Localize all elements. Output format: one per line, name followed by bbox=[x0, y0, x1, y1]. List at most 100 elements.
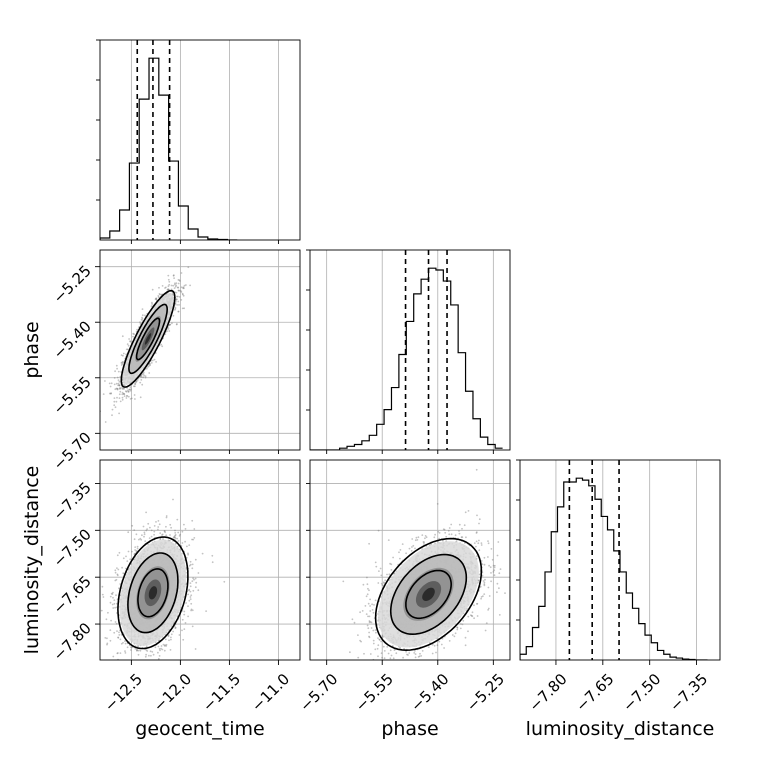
scatter-point bbox=[167, 278, 170, 281]
scatter-point bbox=[184, 528, 187, 530]
scatter-point bbox=[211, 554, 214, 557]
scatter-point bbox=[129, 386, 132, 389]
scatter-point bbox=[151, 288, 154, 291]
scatter-point bbox=[122, 557, 125, 560]
histogram-bar bbox=[377, 424, 384, 450]
histogram-bar bbox=[651, 643, 657, 660]
histogram-bar bbox=[576, 478, 582, 660]
scatter-point bbox=[126, 348, 129, 351]
scatter-point bbox=[121, 393, 124, 396]
scatter-point bbox=[145, 367, 148, 370]
scatter-point bbox=[120, 364, 123, 366]
scatter-point bbox=[174, 534, 177, 536]
scatter-point bbox=[118, 380, 121, 383]
scatter-point bbox=[119, 387, 122, 390]
scatter-point bbox=[183, 287, 185, 290]
scatter-point bbox=[137, 649, 140, 652]
scatter-point bbox=[158, 648, 161, 650]
scatter-point bbox=[180, 290, 182, 292]
scatter-point bbox=[150, 529, 153, 532]
scatter-point bbox=[112, 655, 115, 658]
scatter-point bbox=[159, 538, 162, 541]
scatter-point bbox=[147, 366, 149, 368]
scatter-point bbox=[113, 377, 116, 379]
scatter-point bbox=[127, 395, 130, 398]
scatter-point bbox=[101, 593, 104, 596]
scatter-point bbox=[120, 362, 123, 364]
scatter-point bbox=[109, 385, 112, 388]
scatter-point bbox=[170, 526, 173, 529]
scatter-point bbox=[140, 375, 143, 378]
scatter-point bbox=[161, 534, 163, 536]
scatter-point bbox=[155, 361, 158, 363]
scatter-point bbox=[163, 645, 166, 647]
scatter-point bbox=[189, 284, 192, 287]
scatter-point bbox=[114, 579, 117, 582]
scatter-point bbox=[139, 321, 141, 323]
scatter-point bbox=[181, 292, 184, 295]
scatter-point bbox=[195, 581, 198, 584]
histogram-bar bbox=[110, 231, 120, 240]
scatter-point bbox=[148, 537, 151, 539]
scatter-point bbox=[112, 661, 114, 663]
scatter-point bbox=[172, 536, 175, 539]
scatter-point bbox=[194, 558, 197, 561]
histogram-bar bbox=[120, 210, 130, 240]
scatter-point bbox=[119, 583, 122, 585]
scatter-point bbox=[127, 344, 130, 347]
scatter-point bbox=[136, 379, 139, 381]
scatter-point bbox=[135, 549, 138, 552]
scatter-point bbox=[128, 338, 131, 340]
scatter-point bbox=[116, 574, 119, 577]
scatter-point bbox=[125, 353, 128, 356]
scatter-point bbox=[180, 299, 183, 301]
scatter-point bbox=[140, 374, 143, 377]
scatter-point bbox=[134, 385, 136, 388]
scatter-point bbox=[116, 602, 118, 605]
scatter-point bbox=[172, 274, 175, 277]
scatter-point bbox=[114, 406, 117, 409]
scatter-point bbox=[111, 593, 114, 595]
scatter-point bbox=[140, 379, 143, 381]
scatter-point bbox=[174, 626, 177, 629]
scatter-point bbox=[136, 645, 139, 648]
scatter-point bbox=[119, 390, 122, 393]
scatter-point bbox=[134, 549, 137, 551]
scatter-point bbox=[164, 287, 166, 289]
scatter-point bbox=[113, 397, 116, 399]
scatter-point bbox=[123, 395, 126, 397]
grid-1-0 bbox=[100, 250, 300, 450]
scatter-point bbox=[116, 630, 118, 632]
scatter-point bbox=[125, 397, 128, 399]
scatter-point bbox=[170, 288, 173, 291]
histogram-bar bbox=[429, 268, 436, 450]
histogram-bar bbox=[526, 647, 532, 660]
scatter-point bbox=[174, 307, 177, 310]
scatter-point bbox=[139, 649, 142, 652]
scatter-point bbox=[191, 567, 194, 570]
scatter-point bbox=[110, 392, 112, 395]
scatter-point bbox=[133, 385, 135, 388]
scatter-point bbox=[176, 323, 178, 325]
scatter-point bbox=[144, 314, 146, 317]
scatter-point bbox=[151, 651, 154, 653]
scatter-point bbox=[168, 330, 171, 332]
histogram-bar bbox=[595, 499, 601, 660]
scatter-point bbox=[117, 568, 120, 571]
scatter-point bbox=[166, 330, 168, 333]
scatter-point bbox=[167, 288, 169, 291]
scatter-point bbox=[180, 291, 183, 293]
scatter-point bbox=[178, 535, 181, 537]
scatter-point bbox=[146, 650, 149, 652]
scatter-point bbox=[110, 619, 112, 622]
scatter-point bbox=[155, 665, 157, 667]
scatter-point bbox=[139, 381, 142, 384]
scatter-point bbox=[113, 599, 116, 601]
scatter-point bbox=[116, 376, 119, 379]
scatter-point bbox=[172, 274, 175, 277]
scatter-point bbox=[126, 389, 129, 392]
scatter-point bbox=[115, 387, 118, 390]
scatter-point bbox=[194, 586, 197, 589]
scatter-point bbox=[173, 287, 176, 289]
scatter-point bbox=[182, 287, 185, 290]
